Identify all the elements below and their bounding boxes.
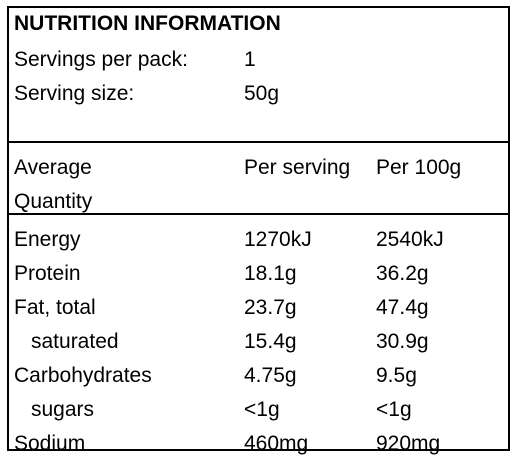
servings-per-pack-value: 1 (244, 48, 256, 71)
col-header-per-serving: Per serving (244, 156, 351, 179)
panel-header: NUTRITION INFORMATION Servings per pack:… (9, 8, 508, 143)
nutrient-rows: Energy 1270kJ 2540kJ Protein 18.1g 36.2g… (9, 218, 508, 455)
per-serving-value: 4.75g (244, 364, 297, 387)
per-100g-value: 36.2g (376, 262, 429, 285)
per-100g-value: 47.4g (376, 296, 429, 319)
per-serving-value: 1270kJ (244, 228, 312, 251)
serving-size-label: Serving size: (14, 82, 135, 105)
per-100g-value: 30.9g (376, 330, 429, 353)
nutrient-name: Protein (14, 262, 81, 285)
divider-middle (9, 213, 508, 215)
per-100g-value: 920mg (376, 432, 441, 455)
nutrient-name: Sodium (14, 432, 86, 455)
serving-size-value: 50g (244, 82, 280, 105)
column-headers: Average Quantity Per serving Per 100g (9, 143, 508, 218)
nutrient-name: Carbohydrates (14, 364, 152, 387)
per-100g-value: 9.5g (376, 364, 417, 387)
col-header-per-100g: Per 100g (376, 156, 462, 179)
per-100g-value: 2540kJ (376, 228, 444, 251)
per-serving-value: 15.4g (244, 330, 297, 353)
divider-top (9, 141, 508, 143)
nutrient-name: sugars (31, 398, 95, 421)
servings-per-pack-label: Servings per pack: (14, 48, 188, 71)
per-100g-value: <1g (376, 398, 412, 421)
panel-title: NUTRITION INFORMATION (14, 12, 281, 35)
nutrient-name: saturated (31, 330, 119, 353)
col-header-quantity: Quantity (14, 190, 93, 213)
per-serving-value: 18.1g (244, 262, 297, 285)
nutrition-panel: NUTRITION INFORMATION Servings per pack:… (7, 6, 510, 455)
per-serving-value: 23.7g (244, 296, 297, 319)
nutrient-name: Fat, total (14, 296, 96, 319)
per-serving-value: 460mg (244, 432, 309, 455)
nutrient-name: Energy (14, 228, 81, 251)
per-serving-value: <1g (244, 398, 280, 421)
col-header-average: Average (14, 156, 92, 179)
